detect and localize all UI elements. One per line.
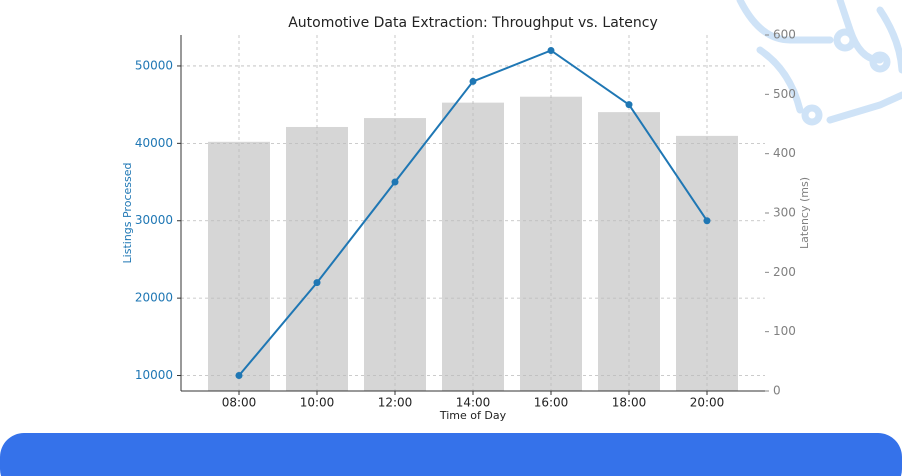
y-tick-label: 30000 bbox=[135, 213, 173, 227]
y2-tick-label: 400 bbox=[773, 146, 796, 160]
x-tick-label: 14:00 bbox=[456, 396, 491, 410]
chart-title: Automotive Data Extraction: Throughput v… bbox=[288, 15, 658, 31]
x-tick-label: 10:00 bbox=[300, 396, 335, 410]
y-tick-label: 10000 bbox=[135, 368, 173, 382]
y2-tick-label: 600 bbox=[773, 28, 796, 42]
banner bbox=[0, 433, 902, 476]
y-tick-label: 40000 bbox=[135, 136, 173, 150]
bar bbox=[520, 96, 582, 391]
bar bbox=[364, 118, 426, 392]
x-tick-label: 20:00 bbox=[690, 396, 725, 410]
point bbox=[547, 46, 555, 54]
y2-tick-label: 500 bbox=[773, 87, 796, 101]
point bbox=[313, 279, 321, 287]
y2-tick-label: 0 bbox=[773, 384, 781, 398]
point bbox=[703, 217, 711, 225]
x-tick-label: 18:00 bbox=[612, 396, 647, 410]
y-tick-label: 50000 bbox=[135, 58, 173, 72]
y2-tick-label: 100 bbox=[773, 324, 796, 338]
point bbox=[625, 101, 633, 109]
y-tick-label: 20000 bbox=[135, 291, 173, 305]
decoration bbox=[736, 0, 902, 126]
x-tick-label: 16:00 bbox=[534, 396, 569, 410]
y2-tick-label: 200 bbox=[773, 265, 796, 279]
point bbox=[235, 372, 243, 380]
y-axis-label: Listings Processed bbox=[121, 163, 134, 264]
x-tick-label: 08:00 bbox=[222, 396, 257, 410]
x-tick-label: 12:00 bbox=[378, 396, 413, 410]
y2-axis-label: Latency (ms) bbox=[798, 177, 811, 249]
y2-tick-label: 300 bbox=[773, 206, 796, 220]
point bbox=[391, 178, 399, 186]
point bbox=[469, 77, 477, 85]
x-axis-label: Time of Day bbox=[439, 409, 507, 422]
